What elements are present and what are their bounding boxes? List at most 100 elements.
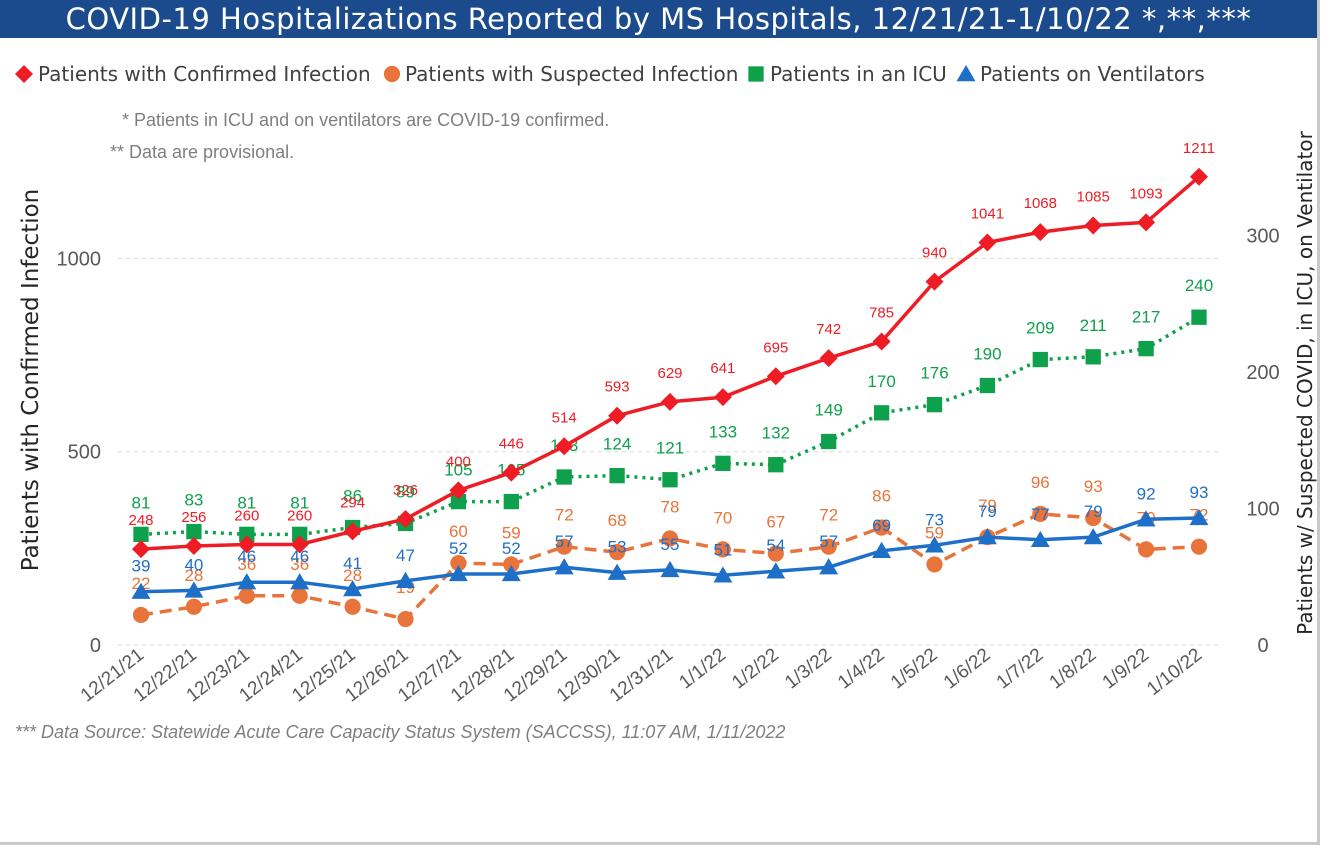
data-point (1138, 340, 1154, 357)
data-label: 60 (449, 522, 468, 541)
data-label: 70 (713, 508, 732, 527)
data-label: 940 (922, 245, 947, 262)
data-point (925, 272, 944, 291)
data-point (715, 455, 731, 472)
data-point (344, 598, 361, 615)
y-left-axis-title: Patients with Confirmed Infection (18, 189, 44, 572)
data-point (1030, 530, 1050, 548)
x-tick-label: 1/4/22 (834, 644, 889, 693)
data-label: 105 (444, 461, 472, 480)
data-point (766, 367, 785, 386)
data-label: 176 (920, 364, 948, 383)
data-point (926, 556, 943, 573)
data-label: 86 (343, 487, 362, 506)
data-label: 36 (237, 555, 256, 574)
data-point (1085, 349, 1101, 365)
data-label: 446 (499, 436, 524, 453)
data-point (396, 509, 415, 528)
data-point (713, 388, 732, 407)
data-label: 294 (340, 494, 365, 511)
data-label: 53 (608, 538, 627, 557)
data-point (608, 406, 627, 425)
data-point (1189, 508, 1209, 526)
legend-label: Patients with Confirmed Infection (38, 62, 371, 86)
data-label: 79 (1084, 502, 1103, 521)
data-point (766, 562, 786, 579)
data-point (1136, 510, 1156, 527)
data-label: 785 (869, 305, 894, 322)
data-label: 81 (237, 493, 256, 512)
data-label: 89 (396, 482, 415, 501)
data-point (978, 233, 997, 252)
data-label: 59 (925, 523, 944, 542)
data-label: 77 (1031, 505, 1050, 524)
data-point (1190, 538, 1208, 555)
data-label: 51 (713, 540, 732, 559)
legend-marker (383, 65, 401, 83)
data-label: 593 (605, 379, 630, 396)
data-label: 1085 (1077, 189, 1110, 206)
data-label: 256 (181, 509, 206, 526)
data-label: 170 (867, 372, 895, 391)
data-label: 1211 (1183, 140, 1215, 157)
data-point (343, 522, 362, 541)
data-point (556, 469, 572, 485)
data-point (238, 587, 255, 604)
data-point (237, 535, 256, 554)
data-point (290, 535, 309, 554)
data-label: 57 (555, 532, 574, 551)
data-label: 133 (709, 422, 737, 441)
data-point (926, 396, 943, 413)
data-point (1085, 509, 1102, 527)
data-point (131, 582, 151, 599)
y-right-tick-label: 300 (1246, 225, 1279, 247)
data-point (501, 564, 521, 582)
data-point (819, 349, 838, 368)
data-label: 40 (184, 555, 203, 574)
data-label: 209 (1026, 319, 1054, 338)
data-point (396, 571, 415, 589)
data-point (1032, 351, 1048, 368)
y-left-tick-label: 1000 (57, 248, 102, 270)
data-point (450, 493, 467, 510)
data-point (977, 528, 997, 545)
data-point (185, 598, 202, 615)
data-point (820, 538, 837, 555)
y-left-tick-label: 0 (90, 635, 101, 657)
legend-marker (748, 66, 764, 82)
data-label: 217 (1132, 308, 1160, 327)
data-point (662, 472, 678, 488)
data-point (239, 526, 255, 543)
data-label: 81 (290, 493, 309, 512)
data-label: 72 (819, 506, 838, 525)
data-label: 92 (1137, 484, 1156, 503)
x-tick-label: 1/10/22 (1143, 644, 1206, 700)
data-point (872, 541, 892, 558)
data-label: 326 (393, 482, 418, 499)
data-label: 742 (816, 321, 841, 338)
data-label: 54 (766, 536, 785, 555)
data-point (237, 573, 257, 590)
data-label: 514 (552, 409, 577, 426)
data-label: 28 (184, 566, 203, 585)
x-tick-label: 1/2/22 (728, 644, 783, 693)
data-label: 93 (1084, 477, 1103, 496)
chart-title: COVID-19 Hospitalizations Reported by MS… (65, 2, 1252, 36)
data-point (872, 332, 891, 351)
x-tick-label: 1/7/22 (993, 644, 1048, 693)
note-icu-ventilator: * Patients in ICU and on ventilators are… (122, 110, 610, 130)
title-bar: COVID-19 Hospitalizations Reported by MS… (0, 0, 1317, 38)
x-tick-label: 1/8/22 (1046, 644, 1101, 693)
data-point (609, 544, 626, 561)
data-label: 36 (290, 555, 309, 574)
data-label: 149 (815, 400, 843, 419)
data-label: 41 (343, 554, 362, 573)
data-point (503, 556, 520, 573)
data-label: 260 (287, 507, 312, 524)
data-point (503, 493, 519, 510)
data-label: 86 (872, 487, 891, 506)
data-point (555, 437, 574, 456)
data-label: 68 (608, 511, 627, 530)
data-label: 121 (656, 439, 684, 458)
